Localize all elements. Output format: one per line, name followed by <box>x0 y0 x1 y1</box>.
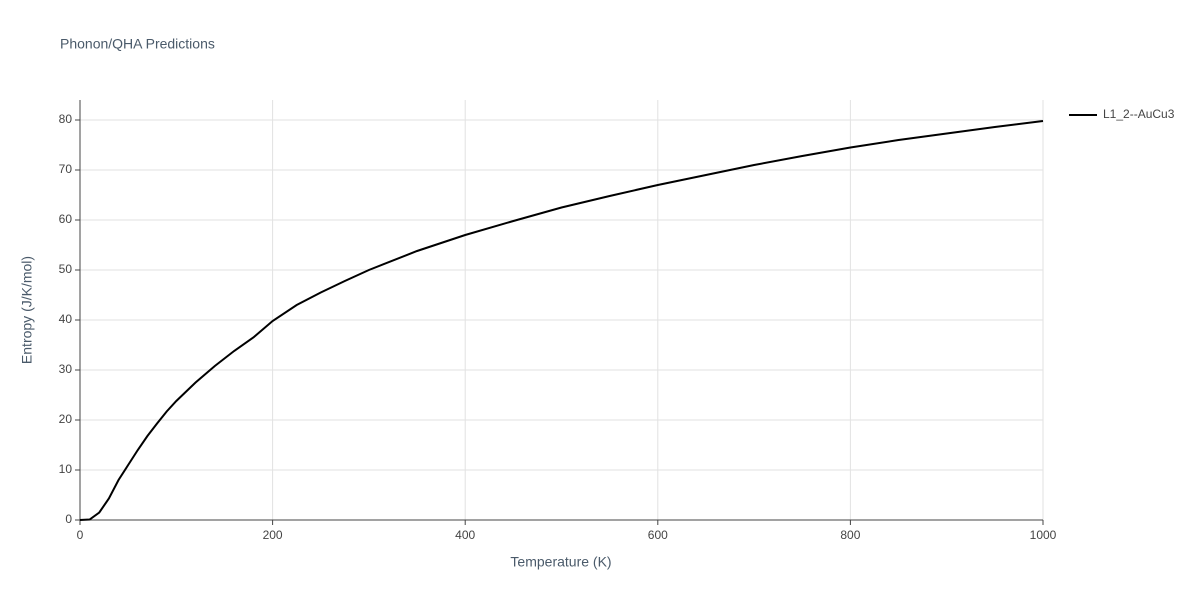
x-tick-label: 400 <box>455 528 475 542</box>
y-tick-label: 20 <box>59 412 73 426</box>
x-tick-label: 600 <box>648 528 668 542</box>
chart-title: Phonon/QHA Predictions <box>60 36 215 52</box>
y-tick-label: 50 <box>59 262 73 276</box>
y-tick-label: 30 <box>59 362 73 376</box>
line-series <box>79 120 1044 521</box>
x-tick-label: 800 <box>840 528 860 542</box>
x-axis-title: Temperature (K) <box>510 554 611 570</box>
y-tick-label: 70 <box>59 162 73 176</box>
y-tick-label: 40 <box>59 312 73 326</box>
x-tick-label: 1000 <box>1030 528 1057 542</box>
y-tick-label: 10 <box>59 462 73 476</box>
legend-label: L1_2--AuCu3 <box>1103 107 1175 121</box>
y-tick-label: 60 <box>59 212 73 226</box>
y-tick-label: 0 <box>65 512 72 526</box>
x-tick-label: 200 <box>263 528 283 542</box>
y-axis-title: Entropy (J/K/mol) <box>19 256 35 364</box>
y-tick-label: 80 <box>59 112 73 126</box>
x-tick-label: 0 <box>77 528 84 542</box>
